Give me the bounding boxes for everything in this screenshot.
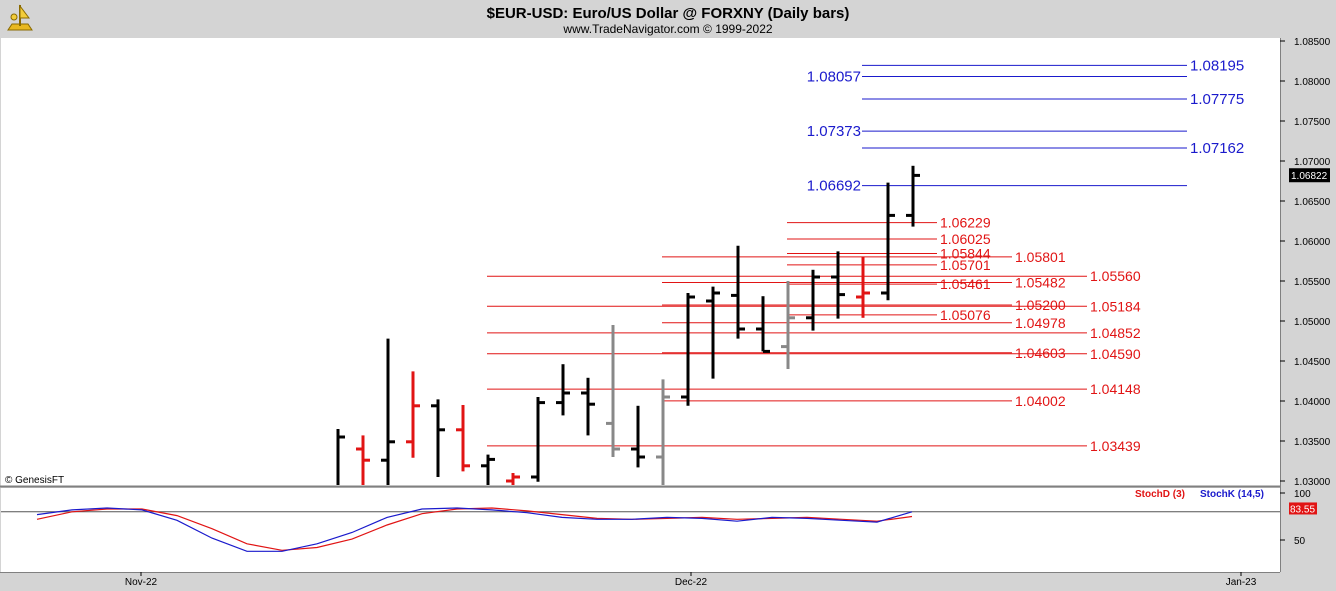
ohlc-bar (581, 377, 595, 436)
last-price-tag (1289, 168, 1330, 183)
ohlc-bar (356, 435, 370, 485)
ohlc-bar (531, 397, 545, 482)
red-level-label: 1.05844 (940, 245, 991, 261)
date-axis-tick-label: Dec-22 (675, 577, 708, 588)
ohlc-bar (781, 281, 795, 369)
price-axis-tick-label: 1.04500 (1294, 357, 1331, 368)
stoch-k-line (36, 507, 913, 552)
ohlc-bar (481, 454, 495, 485)
stoch-d-legend: StochD (3) (1135, 489, 1185, 500)
ohlc-bar (606, 325, 620, 457)
copyright-label: © GenesisFT (5, 475, 64, 486)
ohlc-bar (556, 364, 570, 416)
price-axis-tick-label: 1.08500 (1294, 37, 1331, 48)
ohlc-bar (681, 293, 695, 406)
red-level-label: 1.04852 (1090, 325, 1141, 341)
red-level-label: 1.03439 (1090, 438, 1141, 454)
red-level-label: 1.04148 (1090, 381, 1141, 397)
blue-level-label: 1.08057 (807, 68, 861, 85)
stoch-k-legend: StochK (14,5) (1200, 489, 1264, 500)
ohlc-bar (806, 269, 820, 331)
stochastic-axis-tick-label: 50 (1294, 536, 1306, 547)
red-level-label: 1.05184 (1090, 298, 1141, 314)
ohlc-bar (631, 405, 645, 468)
price-pane (1, 38, 1280, 486)
price-axis-tick-label: 1.07500 (1294, 117, 1331, 128)
stoch-last-value-tag (1289, 502, 1317, 515)
price-axis-tick-label: 1.07000 (1294, 157, 1331, 168)
blue-level-label: 1.07373 (807, 123, 861, 140)
red-level-label: 1.04590 (1090, 346, 1141, 362)
ohlc-bar (406, 371, 420, 458)
ohlc-bar (906, 165, 920, 227)
blue-level-label: 1.07775 (1190, 91, 1244, 108)
date-axis-tick-label: Jan-23 (1226, 577, 1257, 588)
ohlc-bar (881, 182, 895, 301)
price-axis-tick-label: 1.05000 (1294, 317, 1331, 328)
red-level-label: 1.06025 (940, 231, 991, 247)
ohlc-bar (336, 429, 345, 485)
date-axis-tick-label: Nov-22 (125, 577, 158, 588)
stoch-last-value-label: 83.55 (1290, 504, 1315, 515)
red-level-label: 1.06229 (940, 215, 991, 231)
ohlc-bar (506, 473, 520, 485)
red-level-label: 1.05200 (1015, 297, 1066, 313)
ohlc-bar (831, 251, 845, 319)
red-level-label: 1.04978 (1015, 315, 1066, 331)
ohlc-bar (381, 338, 395, 485)
red-level-label: 1.04603 (1015, 345, 1066, 361)
ohlc-bar (656, 379, 670, 485)
red-level-label: 1.05560 (1090, 268, 1141, 284)
blue-level-label: 1.08195 (1190, 57, 1244, 74)
red-level-label: 1.05801 (1015, 249, 1066, 265)
price-axis-tick-label: 1.03500 (1294, 437, 1331, 448)
red-level-label: 1.05076 (940, 307, 991, 323)
price-axis: 1.08500 1.08000 1.07500 1.07000 1.06500 1.060… (1280, 37, 1331, 572)
stochastic-axis-tick-label: 100 (1294, 489, 1311, 500)
chart-subtitle: www.TradeNavigator.com © 1999-2022 (562, 22, 772, 36)
last-price-label: 1.06822 (1291, 171, 1328, 182)
ohlc-bar (431, 399, 445, 477)
price-axis-tick-label: 1.06500 (1294, 197, 1331, 208)
red-level-label: 1.05701 (940, 257, 991, 273)
stochastic-pane (1, 488, 1280, 572)
ohlc-bar (706, 286, 720, 379)
price-bars (336, 165, 920, 485)
ohlc-bar (731, 245, 745, 339)
level-lines: 1.08195 1.08057 1.07775 1.07373 1.07162 1.066… (487, 57, 1244, 454)
trade-navigator-logo-icon (7, 4, 33, 31)
price-axis-tick-label: 1.06000 (1294, 237, 1331, 248)
red-level-label: 1.04002 (1015, 393, 1066, 409)
date-axis: Nov-22 Dec-22 Jan-23 (0, 572, 1280, 588)
price-axis-tick-label: 1.05500 (1294, 277, 1331, 288)
ohlc-bar (756, 296, 770, 353)
red-level-label: 1.05482 (1015, 274, 1066, 290)
price-axis-tick-label: 1.03000 (1294, 477, 1331, 488)
stochastic-indicator: 100 50 StochD (3) StochK (14,5) 83.55 (1, 489, 1317, 552)
ohlc-bar (456, 405, 470, 472)
price-axis-tick-label: 1.04000 (1294, 397, 1331, 408)
chart-title: $EUR-USD: Euro/US Dollar @ FORXNY (Daily… (487, 5, 850, 22)
ohlc-bar (856, 257, 870, 318)
blue-level-label: 1.06692 (807, 178, 861, 195)
blue-level-label: 1.07162 (1190, 140, 1244, 157)
price-axis-tick-label: 1.08000 (1294, 77, 1331, 88)
red-level-label: 1.05461 (940, 276, 991, 292)
